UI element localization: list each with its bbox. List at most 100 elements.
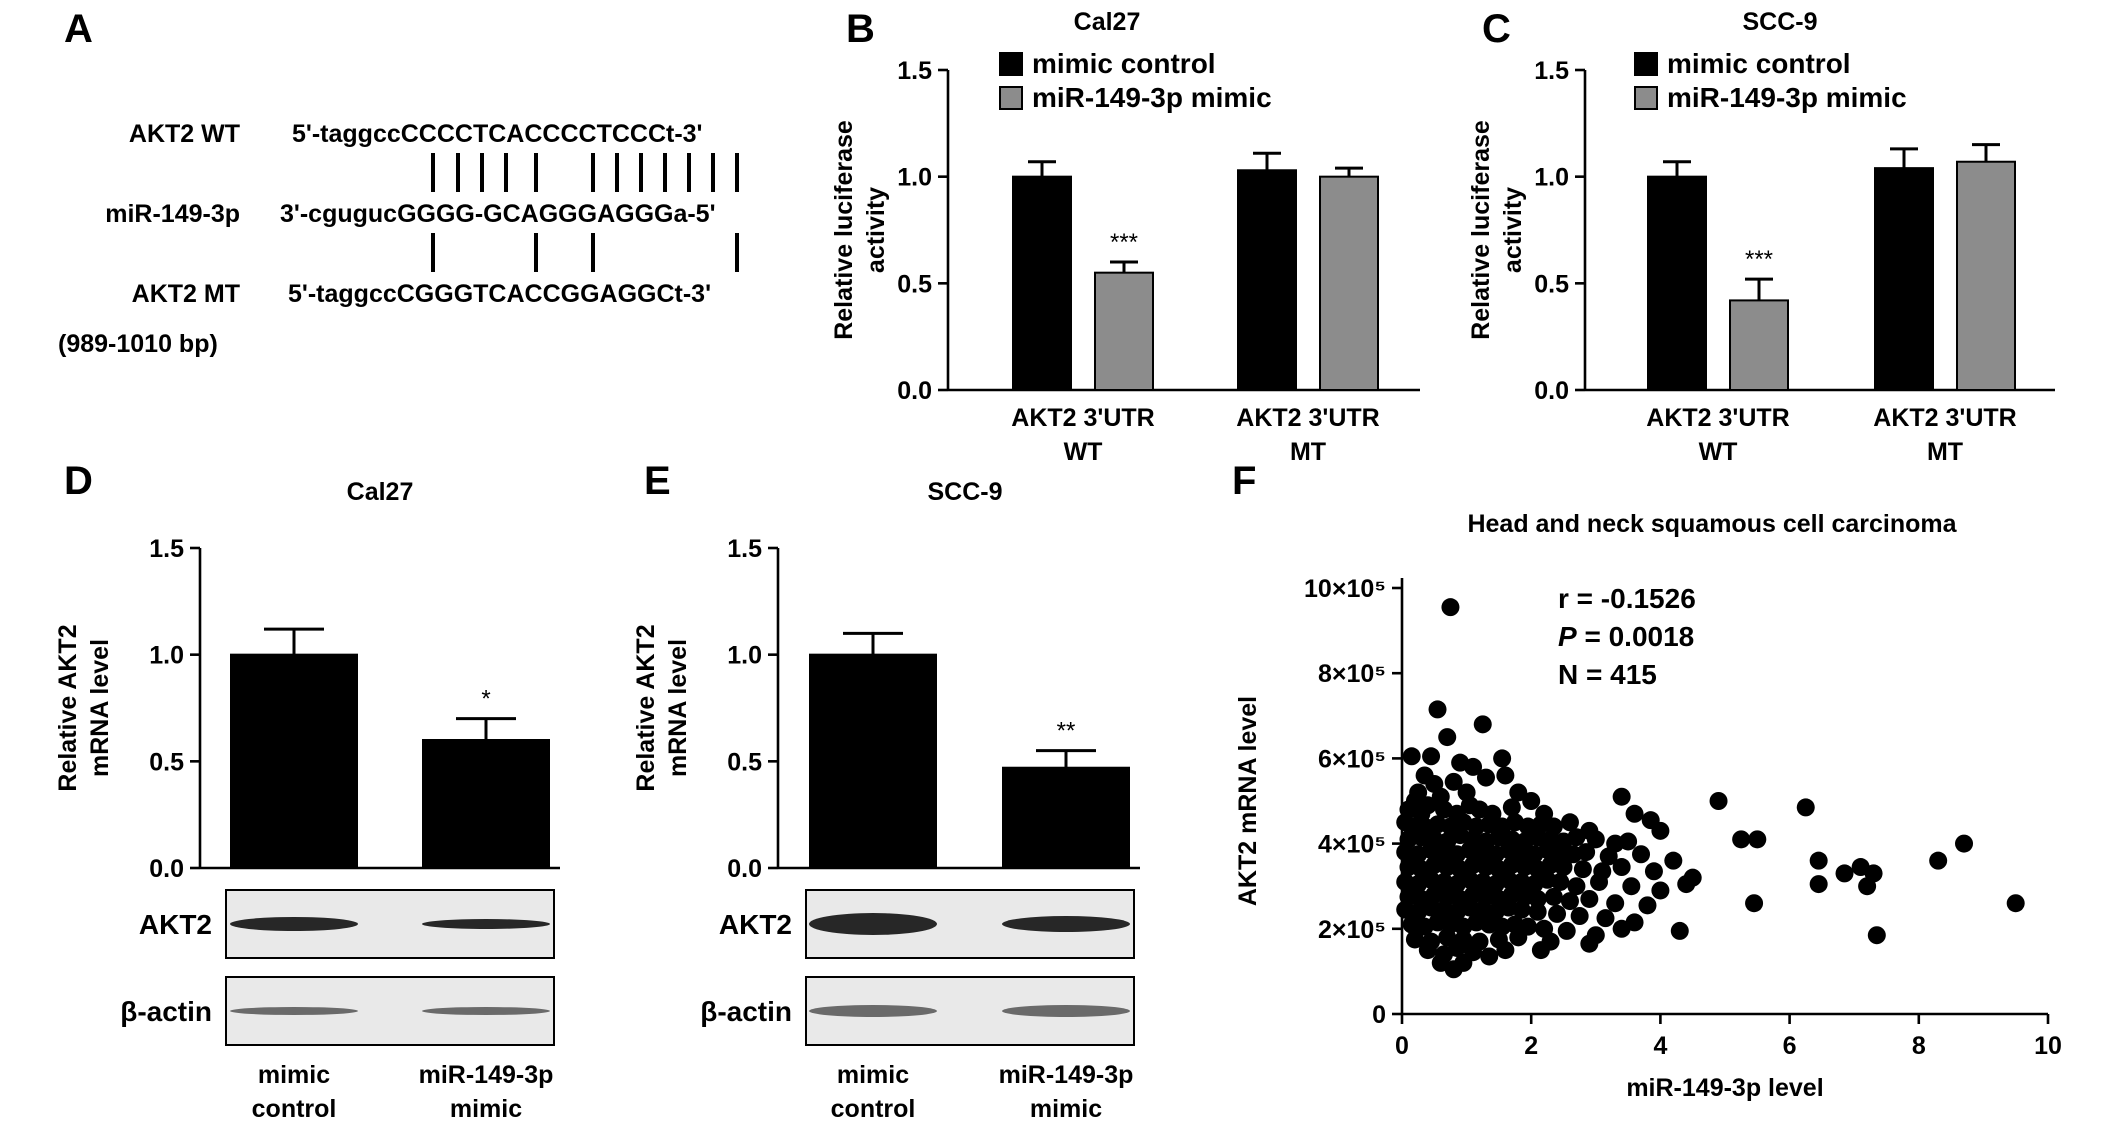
bar-mir-149-3p-mimic bbox=[422, 739, 550, 869]
legend-swatch bbox=[1634, 52, 1658, 76]
blot-label-beta-actin: β-actin bbox=[120, 996, 212, 1027]
legend-label: miR-149-3p mimic bbox=[1032, 82, 1272, 113]
x-axis-label: miR-149-3p level bbox=[1626, 1074, 1823, 1102]
panel-letter-a: A bbox=[64, 7, 93, 51]
y-tick-label: 0.0 bbox=[897, 377, 932, 405]
x-category-label: AKT2 3'UTR bbox=[1873, 404, 2016, 432]
scatter-point bbox=[1586, 830, 1605, 849]
blot-band-beta-actin bbox=[422, 1007, 550, 1015]
scatter-point bbox=[1548, 904, 1567, 923]
scatter-point bbox=[1664, 851, 1683, 870]
scatter-point bbox=[1567, 828, 1586, 847]
y-axis-label-line: activity bbox=[862, 187, 890, 273]
scatter-point bbox=[1745, 894, 1764, 913]
scatter-point bbox=[1493, 749, 1512, 768]
y-tick-label: 0.5 bbox=[1534, 270, 1569, 298]
scatter-point bbox=[1677, 875, 1696, 894]
scatter-point bbox=[1522, 792, 1541, 810]
scatter-point bbox=[1451, 753, 1470, 772]
blot-band-beta-actin bbox=[1002, 1005, 1130, 1017]
bar-mir-149-3p-mimic bbox=[1956, 160, 2016, 391]
y-tick-label: 1.0 bbox=[727, 642, 762, 670]
scatter-point bbox=[1567, 877, 1586, 896]
y-axis-label-line: activity bbox=[1499, 187, 1527, 273]
blot-band-akt2 bbox=[230, 917, 358, 931]
chart-title: Cal27 bbox=[347, 478, 414, 506]
scatter-point bbox=[1596, 909, 1615, 928]
x-category-label: control bbox=[252, 1095, 337, 1123]
x-category-label: mimic bbox=[258, 1061, 330, 1089]
scatter-point bbox=[1447, 938, 1466, 957]
scatter-point bbox=[1405, 930, 1424, 949]
y-tick-label: 8×10⁵ bbox=[1318, 660, 1386, 688]
scatter-point bbox=[1570, 907, 1589, 926]
y-tick-label: 1.5 bbox=[897, 57, 932, 85]
blot-label-akt2: AKT2 bbox=[719, 909, 792, 940]
scatter-point bbox=[1544, 887, 1563, 906]
y-axis-label: AKT2 mRNA level bbox=[1234, 696, 1262, 906]
x-category-label: control bbox=[831, 1095, 916, 1123]
x-category-label: MT bbox=[1927, 438, 1963, 466]
scatter-point bbox=[1441, 598, 1460, 617]
x-tick-label: 4 bbox=[1653, 1032, 1667, 1060]
panel-letter-c: C bbox=[1482, 7, 1511, 51]
scatter-point bbox=[1428, 700, 1447, 719]
scatter-point bbox=[1709, 792, 1728, 810]
panel-a: A AKT2 WT 5'-taggccCCCCTCACCCCTCCCt-3' m… bbox=[58, 7, 739, 358]
akt2-wt-sequence: 5'-taggccCCCCTCACCCCTCCCt-3' bbox=[292, 120, 703, 148]
scatter-point bbox=[1528, 889, 1547, 908]
scatter-point bbox=[1599, 847, 1618, 866]
blot-label-akt2: AKT2 bbox=[139, 909, 212, 940]
scatter-point bbox=[1796, 798, 1815, 817]
scatter-point bbox=[1476, 768, 1495, 787]
significance-marker: *** bbox=[1745, 246, 1773, 273]
panel-d-western-blot: AKT2 β-actin bbox=[120, 889, 555, 1046]
y-axis-label-line: Relative AKT2 bbox=[632, 624, 660, 791]
legend-label: mimic control bbox=[1667, 48, 1851, 79]
y-axis-label: Relative luciferase activity bbox=[830, 120, 890, 340]
scatter-point bbox=[1809, 851, 1828, 870]
bar-mir-149-3p-mimic bbox=[1094, 271, 1154, 391]
scatter-point bbox=[1732, 830, 1751, 849]
bar-mimic-control bbox=[809, 653, 937, 870]
panel-b-chart: B Cal27 0.0 0.5 1.0 1.5 Relative luciferase ac… bbox=[830, 7, 1420, 466]
stat-r: r = -0.1526 bbox=[1558, 583, 1696, 614]
panel-c-chart: C SCC-9 0.0 0.5 1.0 1.5 Relative luciferase ac… bbox=[1467, 7, 2055, 466]
blot-band-akt2 bbox=[1002, 916, 1130, 932]
panel-letter-f: F bbox=[1232, 459, 1256, 503]
mt-range-label: (989-1010 bp) bbox=[58, 330, 218, 358]
blot-label-beta-actin: β-actin bbox=[700, 996, 792, 1027]
scatter-point bbox=[1554, 858, 1573, 877]
scatter-point bbox=[1612, 919, 1631, 938]
y-tick-label: 4×10⁵ bbox=[1318, 831, 1386, 859]
scatter-point bbox=[1418, 941, 1437, 960]
x-category-label: WT bbox=[1699, 438, 1738, 466]
x-tick-label: 2 bbox=[1524, 1032, 1538, 1060]
scatter-point bbox=[1444, 960, 1463, 979]
pairing-lines-lower bbox=[431, 233, 739, 272]
scatter-point bbox=[1835, 864, 1854, 883]
scatter-point bbox=[1638, 896, 1657, 915]
scatter-point bbox=[1622, 877, 1641, 896]
bar-mimic-control bbox=[1647, 175, 1707, 391]
scatter-point bbox=[1577, 843, 1596, 862]
scatter-point bbox=[1573, 860, 1592, 879]
pairing-lines-upper bbox=[431, 153, 739, 192]
blot-band-akt2 bbox=[809, 913, 937, 935]
bar-mir-149-3p-mimic bbox=[1729, 299, 1789, 391]
scatter-point bbox=[1438, 728, 1457, 747]
y-tick-label: 1.0 bbox=[149, 642, 184, 670]
scatter-point bbox=[1402, 747, 1421, 766]
chart-title: SCC-9 bbox=[1742, 8, 1817, 36]
y-axis-label-line: mRNA level bbox=[664, 639, 692, 777]
y-tick-label: 1.5 bbox=[149, 535, 184, 563]
y-tick-label: 10×10⁵ bbox=[1304, 575, 1386, 603]
y-tick-label: 0.0 bbox=[1534, 377, 1569, 405]
panel-letter-e: E bbox=[644, 459, 671, 503]
scatter-point bbox=[1531, 941, 1550, 960]
scatter-point bbox=[1632, 845, 1651, 864]
scatter-point bbox=[1748, 830, 1767, 849]
x-tick-label: 10 bbox=[2034, 1032, 2062, 1060]
x-category-label: mimic bbox=[1030, 1095, 1102, 1123]
bar-mir-149-3p-mimic bbox=[1319, 175, 1379, 391]
